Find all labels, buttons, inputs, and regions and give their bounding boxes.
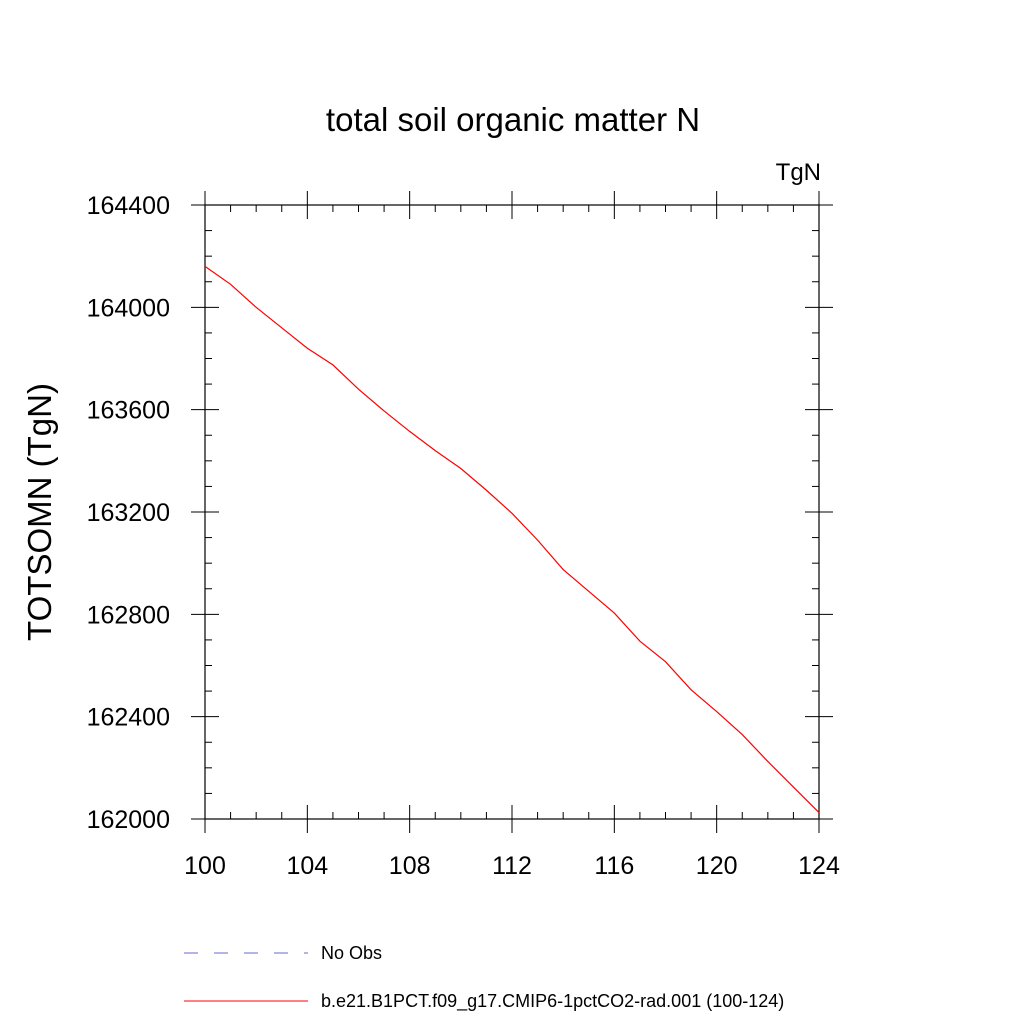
series-line-1 (204, 265, 820, 814)
y-tick-label: 162800 (87, 601, 170, 629)
chart-title: total soil organic matter N (326, 101, 700, 138)
x-tick-label: 104 (286, 852, 328, 880)
x-tick-label: 112 (492, 852, 532, 880)
y-tick-label: 162400 (87, 704, 170, 732)
x-tick-label: 124 (798, 852, 840, 880)
x-tick-label: 108 (389, 852, 431, 880)
y-tick-label: 163600 (87, 397, 170, 425)
minor-ticks (205, 205, 819, 819)
units-label: TgN (776, 159, 821, 186)
legend-label-model: b.e21.B1PCT.f09_g17.CMIP6-1pctCO2-rad.00… (321, 991, 784, 1012)
legend-label-no-obs: No Obs (321, 943, 382, 963)
y-tick-label: 164000 (87, 294, 170, 322)
x-tick-label: 100 (184, 852, 226, 880)
legend: No Obs b.e21.B1PCT.f09_g17.CMIP6-1pctCO2… (184, 943, 784, 1012)
y-tick-label: 164400 (87, 192, 170, 220)
plot-frame (204, 204, 820, 820)
y-tick-label: 162000 (87, 806, 170, 834)
y-tick-labels: 162000 162400 162800 163200 163600 164000 1644… (87, 192, 170, 834)
x-tick-label: 116 (594, 852, 634, 880)
series-layer (204, 265, 820, 814)
major-ticks (191, 191, 833, 833)
x-tick-label: 120 (696, 852, 738, 880)
y-axis-label: TOTSOMN (TgN) (21, 383, 58, 641)
x-tick-labels: 100 104 108 112 116 120 124 (184, 852, 840, 880)
y-tick-label: 163200 (87, 499, 170, 527)
